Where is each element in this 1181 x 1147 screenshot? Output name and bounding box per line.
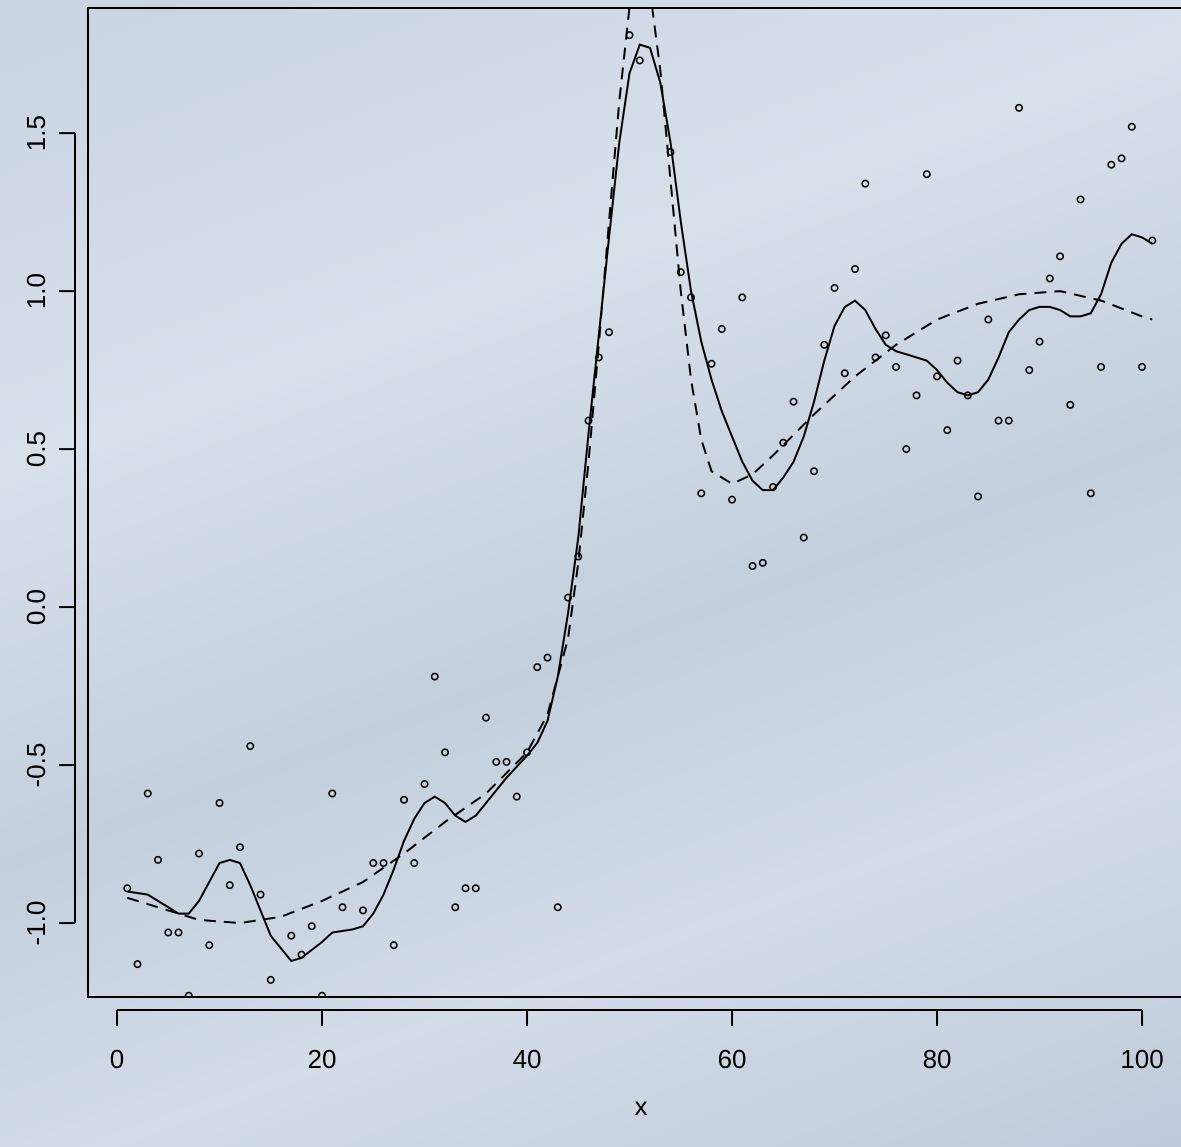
plot-box bbox=[88, 8, 1181, 997]
data-point bbox=[637, 57, 643, 63]
data-point bbox=[432, 673, 438, 679]
data-point bbox=[155, 857, 161, 863]
y-tick-label: -1.0 bbox=[21, 901, 51, 946]
smooth-curve bbox=[127, 45, 1152, 961]
data-point bbox=[534, 664, 540, 670]
data-point bbox=[124, 885, 130, 891]
plot-region bbox=[124, 0, 1155, 999]
plot-page: x 0 20 40 60 80 100 -1.0 -0.5 0.0 0.5 1.0 1.5 bbox=[0, 0, 1181, 1147]
data-point bbox=[708, 361, 714, 367]
data-point bbox=[1108, 162, 1114, 168]
data-point bbox=[903, 446, 909, 452]
data-point bbox=[1026, 367, 1032, 373]
data-point bbox=[1077, 196, 1083, 202]
data-point bbox=[729, 496, 735, 502]
data-point bbox=[401, 797, 407, 803]
data-point bbox=[473, 885, 479, 891]
dashed-curve bbox=[127, 0, 1152, 923]
data-point bbox=[247, 743, 253, 749]
data-point bbox=[811, 468, 817, 474]
data-point bbox=[719, 326, 725, 332]
data-point bbox=[1067, 402, 1073, 408]
data-point bbox=[462, 885, 468, 891]
x-tick-label: 80 bbox=[923, 1044, 952, 1074]
x-tick-label: 60 bbox=[718, 1044, 747, 1074]
data-point bbox=[380, 860, 386, 866]
y-tick-label: 1.5 bbox=[21, 115, 51, 151]
data-point bbox=[1129, 124, 1135, 130]
data-point bbox=[288, 933, 294, 939]
chart: x 0 20 40 60 80 100 -1.0 -0.5 0.0 0.5 1.0 1.5 bbox=[0, 0, 1181, 1147]
data-point bbox=[801, 534, 807, 540]
data-point bbox=[411, 860, 417, 866]
data-point bbox=[544, 654, 550, 660]
data-point bbox=[493, 759, 499, 765]
y-tick-label: 0.5 bbox=[21, 431, 51, 467]
data-point bbox=[268, 977, 274, 983]
data-point bbox=[749, 563, 755, 569]
data-point bbox=[985, 316, 991, 322]
y-tick-label: -0.5 bbox=[21, 743, 51, 788]
data-point bbox=[883, 332, 889, 338]
data-point bbox=[821, 342, 827, 348]
x-tick-label: 40 bbox=[513, 1044, 542, 1074]
data-point bbox=[329, 790, 335, 796]
data-point bbox=[360, 907, 366, 913]
data-point bbox=[339, 904, 345, 910]
x-tick-label: 100 bbox=[1120, 1044, 1163, 1074]
data-point bbox=[790, 399, 796, 405]
data-point bbox=[503, 759, 509, 765]
data-point bbox=[954, 357, 960, 363]
data-point bbox=[995, 417, 1001, 423]
data-point bbox=[442, 749, 448, 755]
data-point bbox=[370, 860, 376, 866]
data-point bbox=[924, 171, 930, 177]
data-point bbox=[698, 490, 704, 496]
data-point bbox=[452, 904, 458, 910]
x-axis-label: x bbox=[635, 1091, 648, 1121]
data-point bbox=[1006, 417, 1012, 423]
data-point bbox=[196, 850, 202, 856]
y-tick-label: 1.0 bbox=[21, 273, 51, 309]
data-point bbox=[893, 364, 899, 370]
data-point bbox=[216, 800, 222, 806]
data-point bbox=[555, 904, 561, 910]
data-point bbox=[483, 714, 489, 720]
data-point bbox=[514, 793, 520, 799]
data-point bbox=[1036, 338, 1042, 344]
data-point bbox=[760, 560, 766, 566]
data-point bbox=[421, 781, 427, 787]
y-tick-label: 0.0 bbox=[21, 589, 51, 625]
data-point bbox=[309, 923, 315, 929]
data-point bbox=[913, 392, 919, 398]
data-point bbox=[831, 285, 837, 291]
data-point bbox=[1016, 105, 1022, 111]
data-point bbox=[1098, 364, 1104, 370]
data-point bbox=[852, 266, 858, 272]
data-point bbox=[134, 961, 140, 967]
data-point bbox=[1139, 364, 1145, 370]
data-point bbox=[1057, 253, 1063, 259]
data-point bbox=[391, 942, 397, 948]
data-point bbox=[739, 294, 745, 300]
data-point bbox=[175, 929, 181, 935]
data-point bbox=[257, 891, 263, 897]
data-point bbox=[1118, 155, 1124, 161]
data-point bbox=[145, 790, 151, 796]
data-point bbox=[237, 844, 243, 850]
data-point bbox=[842, 370, 848, 376]
data-point bbox=[862, 180, 868, 186]
data-point bbox=[227, 882, 233, 888]
data-point bbox=[1088, 490, 1094, 496]
data-point bbox=[1047, 275, 1053, 281]
data-point bbox=[165, 929, 171, 935]
data-point bbox=[606, 329, 612, 335]
x-tick-label: 20 bbox=[308, 1044, 337, 1074]
data-point bbox=[975, 493, 981, 499]
data-point bbox=[206, 942, 212, 948]
data-point bbox=[944, 427, 950, 433]
x-tick-label: 0 bbox=[110, 1044, 124, 1074]
